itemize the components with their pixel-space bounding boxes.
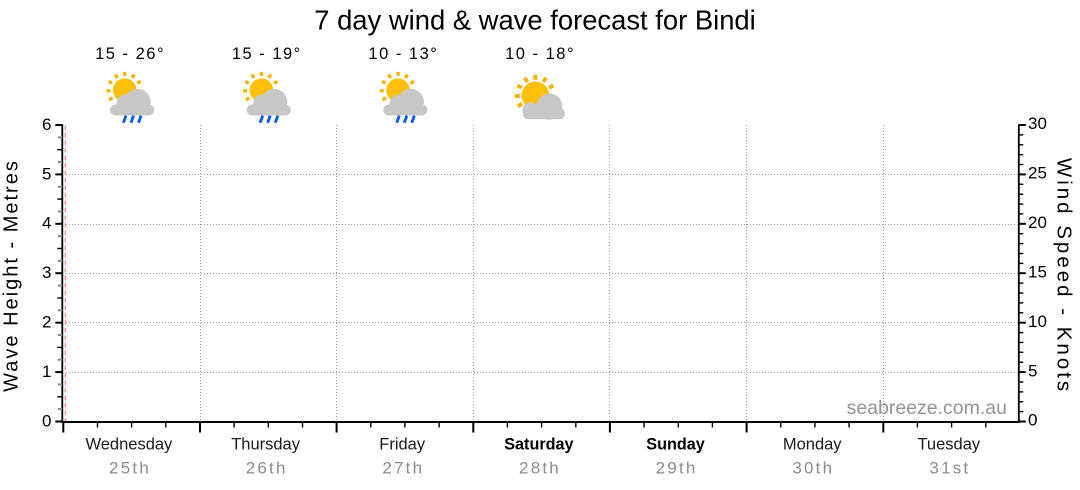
svg-text:31st: 31st (929, 458, 970, 477)
svg-text:25th: 25th (109, 458, 151, 477)
svg-text:4: 4 (42, 214, 51, 233)
svg-text:3: 3 (42, 263, 51, 282)
svg-text:25: 25 (1028, 164, 1047, 183)
svg-text:15 - 19°: 15 - 19° (232, 45, 302, 63)
svg-text:Saturday: Saturday (504, 436, 573, 454)
svg-text:10 - 13°: 10 - 13° (368, 45, 438, 63)
svg-text:29th: 29th (656, 458, 698, 477)
svg-text:10 - 18°: 10 - 18° (505, 45, 575, 63)
svg-text:10: 10 (1028, 312, 1047, 331)
svg-text:27th: 27th (382, 458, 424, 477)
svg-text:30: 30 (1028, 114, 1047, 133)
svg-text:1: 1 (42, 362, 51, 381)
svg-text:26th: 26th (246, 458, 288, 477)
svg-text:5: 5 (1028, 361, 1037, 380)
svg-text:5: 5 (42, 164, 51, 183)
svg-text:Sunday: Sunday (646, 436, 704, 454)
svg-text:6: 6 (42, 115, 51, 134)
svg-text:Monday: Monday (783, 436, 842, 454)
svg-text:Tuesday: Tuesday (917, 436, 980, 454)
svg-text:Thursday: Thursday (231, 436, 301, 454)
svg-text:Wave Height - Metres: Wave Height - Metres (1, 159, 23, 392)
svg-text:30th: 30th (792, 458, 834, 477)
svg-text:2: 2 (42, 313, 51, 332)
svg-text:seabreeze.com.au: seabreeze.com.au (847, 397, 1007, 419)
svg-text:28th: 28th (519, 458, 561, 477)
svg-text:0: 0 (42, 411, 51, 430)
svg-text:0: 0 (1028, 411, 1037, 430)
svg-text:Wind Speed - Knots: Wind Speed - Knots (1053, 158, 1076, 394)
svg-text:Wednesday: Wednesday (85, 436, 173, 454)
svg-text:Friday: Friday (379, 436, 426, 454)
svg-text:15 - 26°: 15 - 26° (95, 45, 165, 63)
svg-text:20: 20 (1028, 213, 1047, 232)
svg-text:7 day wind & wave forecast for: 7 day wind & wave forecast for Bindi (314, 4, 756, 35)
svg-text:15: 15 (1028, 263, 1047, 282)
